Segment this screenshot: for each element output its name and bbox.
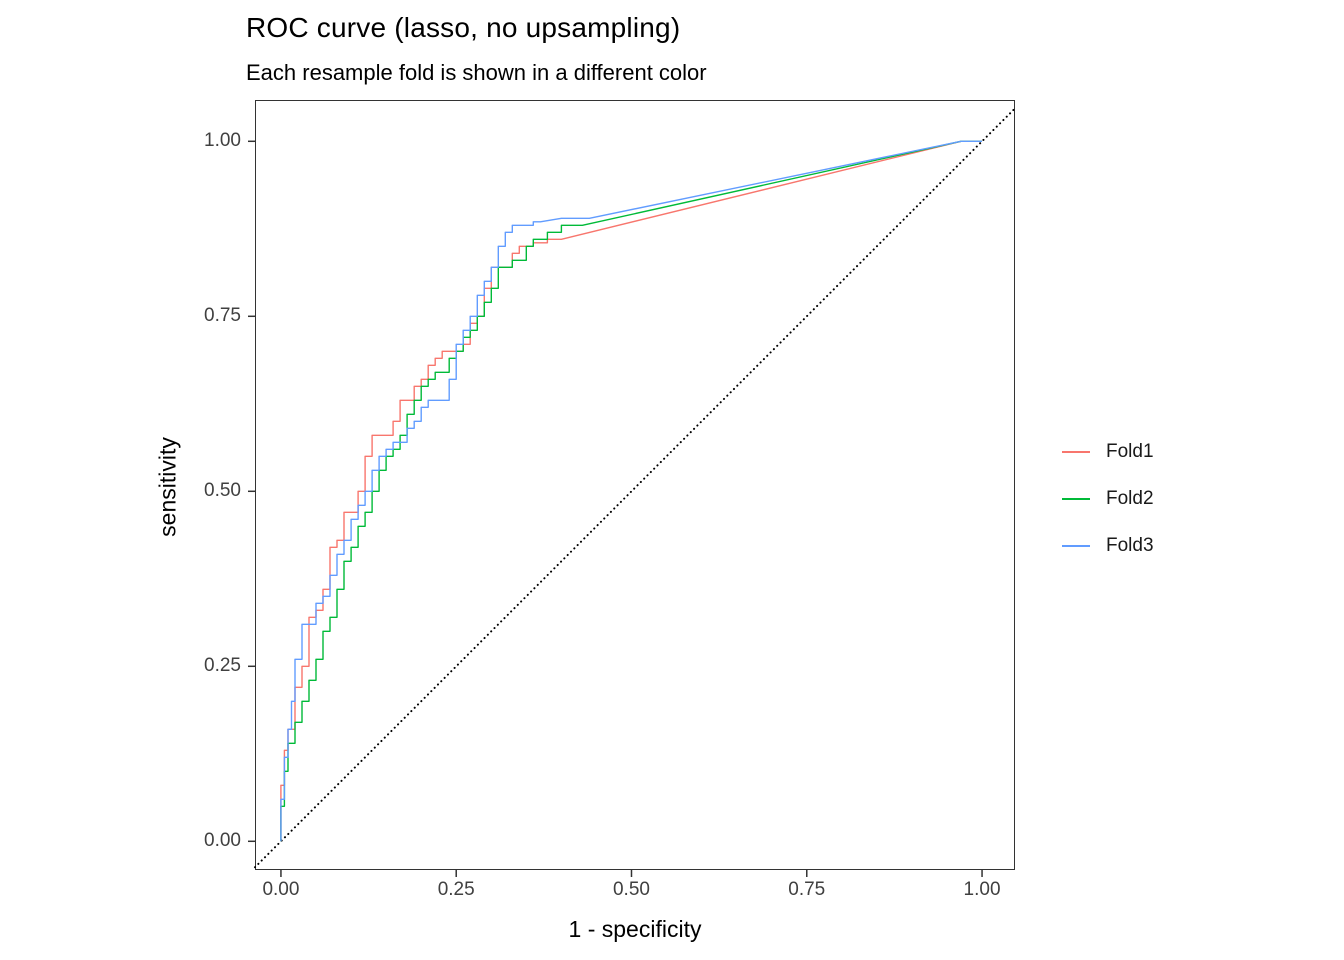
legend-line-swatch — [1062, 450, 1090, 453]
x-tick-label: 0.00 — [262, 879, 300, 900]
x-tick-label: 1.00 — [963, 879, 1001, 900]
chart-subtitle: Each resample fold is shown in a differe… — [246, 60, 707, 85]
y-tick-label: 0.50 — [204, 480, 241, 502]
y-tick-label: 0.75 — [204, 305, 241, 327]
y-tick-label: 1.00 — [204, 130, 241, 152]
plot-panel — [248, 100, 1016, 877]
legend-line-swatch — [1062, 544, 1090, 547]
legend-label: Fold1 — [1106, 440, 1154, 462]
y-axis-title: sensitivity — [154, 437, 181, 537]
x-tick-label: 0.25 — [437, 879, 475, 900]
chart-title: ROC curve (lasso, no upsampling) — [246, 12, 681, 43]
y-tick-label: 0.00 — [204, 830, 241, 852]
legend-item-fold2: Fold2 — [1062, 475, 1154, 522]
legend-line-swatch — [1062, 497, 1090, 500]
diagonal-reference-line — [254, 107, 1016, 869]
x-axis-title: 1 - specificity — [568, 916, 702, 942]
legend-item-fold3: Fold3 — [1062, 522, 1154, 569]
legend-label: Fold2 — [1106, 487, 1154, 509]
x-tick-label: 0.75 — [788, 879, 826, 900]
legend-label: Fold3 — [1106, 534, 1154, 556]
legend: Fold1 Fold2 Fold3 — [1062, 428, 1154, 569]
panel-border — [255, 100, 1015, 870]
legend-item-fold1: Fold1 — [1062, 428, 1154, 475]
roc-curve-fold2 — [280, 140, 982, 842]
y-tick-label: 0.25 — [204, 655, 241, 677]
x-tick-label: 0.50 — [612, 879, 650, 900]
roc-curve-fold3 — [280, 140, 982, 842]
